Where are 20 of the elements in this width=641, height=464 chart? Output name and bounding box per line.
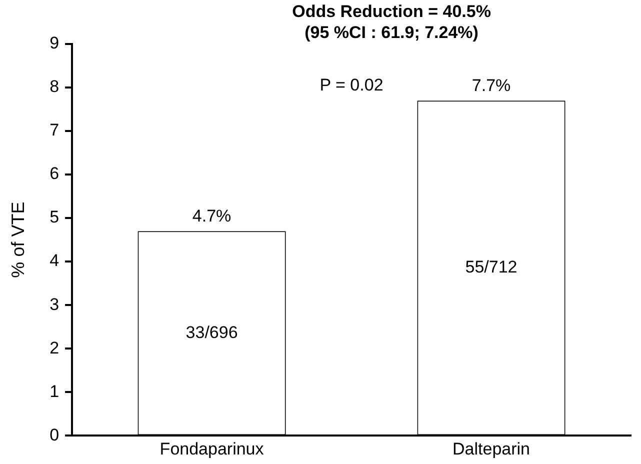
y-tick-label: 6: [50, 164, 60, 184]
x-tick-label: Fondaparinux: [160, 439, 264, 458]
data-label: 7.7%: [472, 76, 511, 95]
annotation: 33/696: [186, 322, 238, 342]
y-axis-title: % of VTE: [8, 202, 28, 278]
y-tick-label: 0: [50, 425, 60, 444]
y-tick-label: 7: [50, 120, 60, 140]
annotation: P = 0.02: [320, 76, 384, 95]
annotation: 55/712: [465, 258, 518, 277]
y-tick-label: 9: [50, 34, 60, 53]
data-label: 4.7%: [192, 206, 232, 226]
x-tick-label: Dalteparin: [452, 439, 530, 458]
y-tick-label: 3: [50, 294, 60, 314]
y-tick-label: 1: [50, 382, 60, 401]
y-tick-label: 8: [50, 77, 60, 96]
chart-title: Odds Reduction = 40.5%: [292, 2, 491, 21]
y-tick-label: 2: [50, 338, 60, 358]
chart-subtitle: (95 %CI : 61.9; 7.24%): [304, 23, 478, 42]
y-tick-label: 5: [50, 208, 60, 227]
y-tick-label: 4: [50, 251, 60, 270]
